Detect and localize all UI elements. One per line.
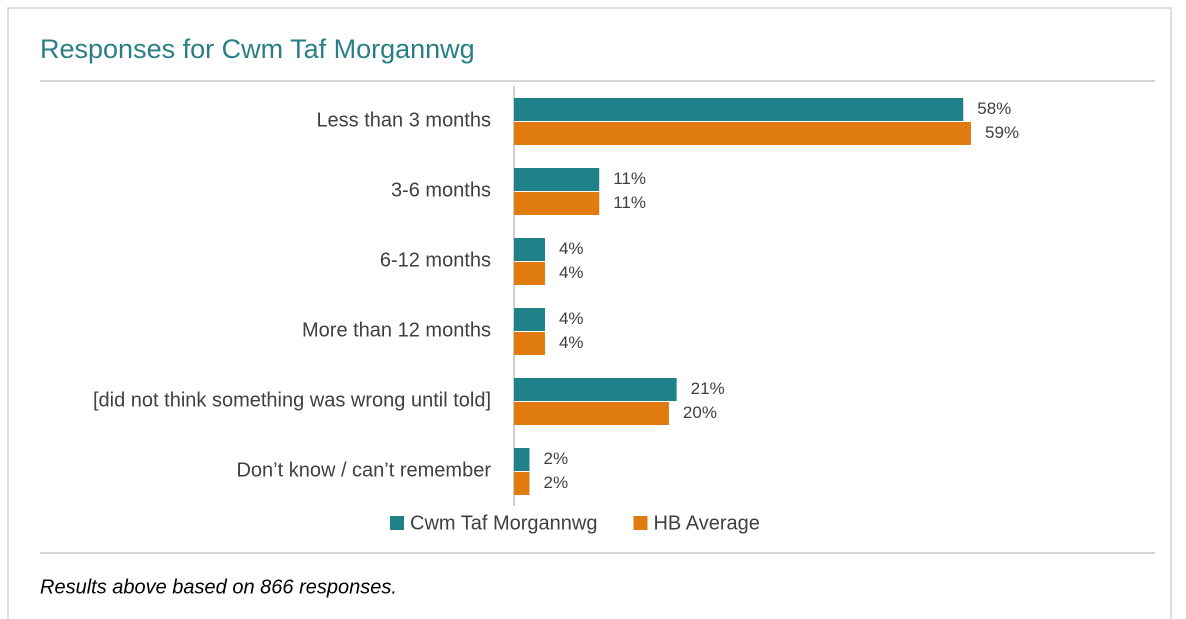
bar bbox=[514, 98, 964, 121]
category-label: [did not think something was wrong until… bbox=[93, 389, 491, 411]
bar bbox=[514, 332, 545, 355]
bar bbox=[514, 308, 545, 331]
bar bbox=[514, 122, 971, 145]
footnote: Results above based on 866 responses. bbox=[40, 576, 397, 598]
value-label: 4% bbox=[559, 309, 584, 328]
category-label: More than 12 months bbox=[302, 319, 491, 341]
category-label: 6-12 months bbox=[380, 249, 491, 271]
value-label: 59% bbox=[985, 123, 1019, 142]
chart-title: Responses for Cwm Taf Morgannwg bbox=[40, 34, 475, 64]
bar bbox=[514, 402, 669, 425]
value-label: 4% bbox=[559, 263, 584, 282]
bar bbox=[514, 168, 600, 191]
legend-swatch bbox=[390, 516, 404, 530]
value-label: 20% bbox=[683, 403, 717, 422]
category-label: Less than 3 months bbox=[316, 109, 491, 131]
value-label: 58% bbox=[977, 99, 1011, 118]
value-label: 4% bbox=[559, 239, 584, 258]
frame bbox=[7, 7, 1172, 619]
legend-label: HB Average bbox=[653, 512, 759, 534]
value-label: 11% bbox=[613, 169, 646, 188]
bar bbox=[514, 238, 545, 261]
value-label: 21% bbox=[691, 379, 725, 398]
value-label: 2% bbox=[543, 473, 568, 492]
bar bbox=[514, 378, 677, 401]
bar bbox=[514, 262, 545, 285]
value-label: 4% bbox=[559, 333, 584, 352]
value-label: 2% bbox=[543, 449, 568, 468]
category-label: Don’t know / can’t remember bbox=[236, 459, 491, 481]
bar bbox=[514, 448, 530, 471]
legend-label: Cwm Taf Morgannwg bbox=[410, 512, 597, 534]
value-label: 11% bbox=[613, 193, 646, 212]
legend-swatch bbox=[633, 516, 648, 530]
bar bbox=[514, 472, 530, 495]
bar bbox=[514, 192, 600, 215]
category-label: 3-6 months bbox=[391, 179, 491, 201]
